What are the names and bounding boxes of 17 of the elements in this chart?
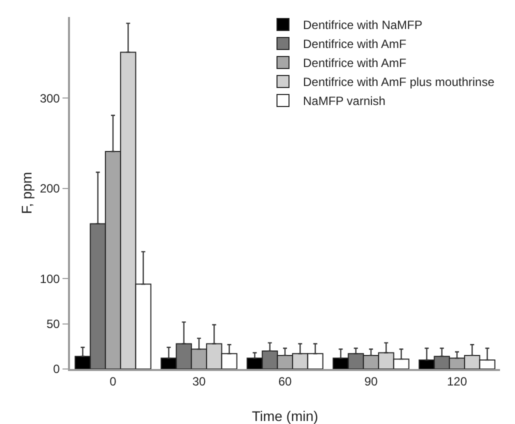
x-tick-label: 0 [110,374,117,388]
legend-label: Dentifrice with AmF [303,37,406,52]
legend-label: Dentifrice with AmF [303,56,406,70]
x-tick-label: 30 [192,374,206,388]
y-tick-label: 100 [40,272,60,286]
x-tick-label: 60 [278,374,292,388]
x-axis-title: Time (min) [252,408,318,424]
y-tick-label: 50 [46,317,60,332]
legend-label: Dentifrice with AmF plus mouthrinse [303,75,495,90]
y-tick-label: 0 [53,362,60,376]
y-axis-title: F, ppm [18,172,34,214]
legend-label: NaMFP varnish [303,94,386,108]
legend-label: Dentifrice with NaMFP [303,18,422,32]
y-tick-label: 200 [40,182,60,196]
y-tick-label: 300 [40,91,60,106]
x-tick-label: 120 [446,374,468,388]
x-tick-label: 90 [364,374,378,388]
